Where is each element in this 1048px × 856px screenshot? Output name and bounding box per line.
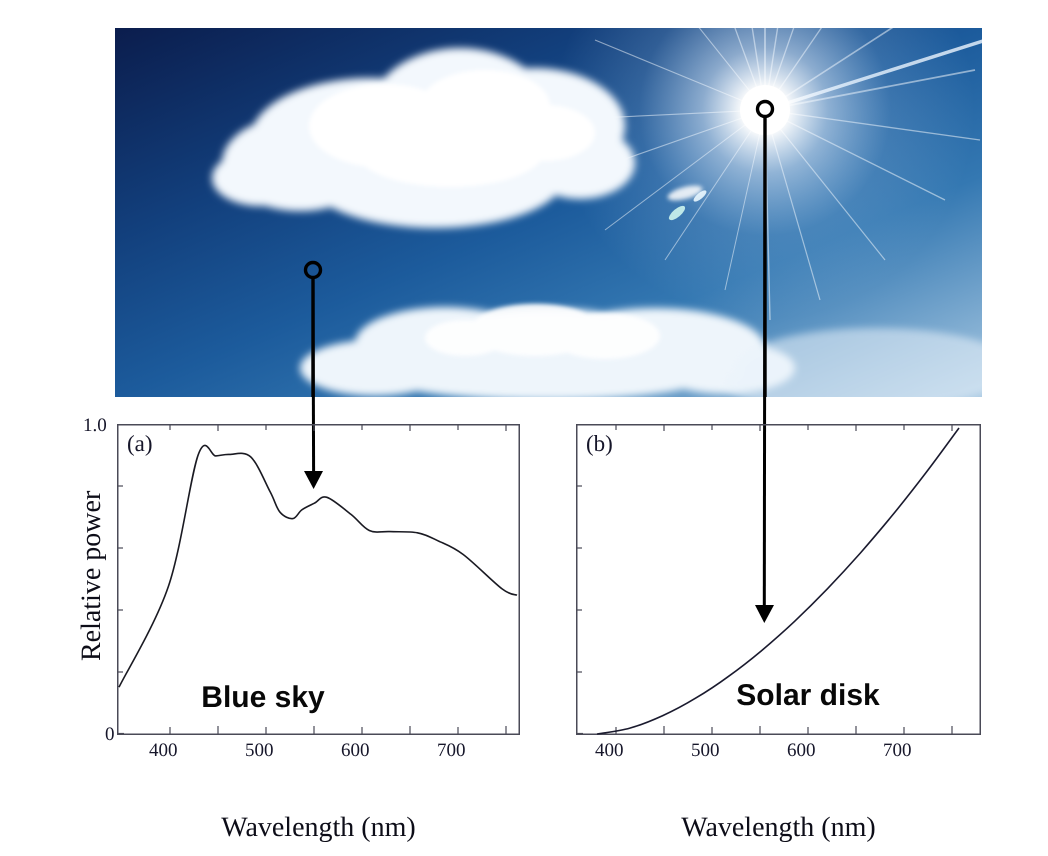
- svg-text:Blue sky: Blue sky: [201, 681, 325, 714]
- svg-text:(a): (a): [127, 431, 153, 456]
- svg-text:Solar disk: Solar disk: [736, 679, 880, 712]
- svg-text:(b): (b): [586, 431, 613, 456]
